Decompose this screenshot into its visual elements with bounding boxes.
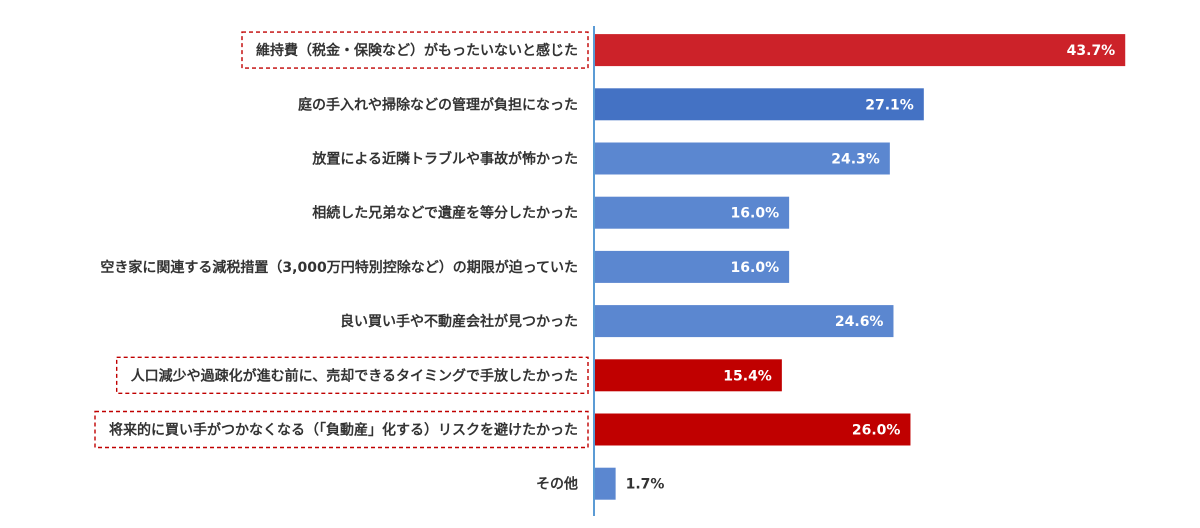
value-label: 24.3% — [831, 152, 880, 168]
value-label: 16.0% — [731, 206, 780, 222]
category-label: 良い買い手や不動産会社が見つかった — [340, 313, 578, 330]
value-label: 43.7% — [1067, 43, 1116, 59]
bar — [595, 413, 911, 446]
category-label: 放置による近隣トラブルや事故が怖かった — [311, 151, 578, 168]
category-label: 人口減少や過疎化が進む前に、売却できるタイミングで手放したかった — [131, 367, 578, 384]
bars — [595, 34, 1126, 500]
value-label: 1.7% — [626, 477, 665, 493]
bar — [595, 359, 782, 392]
bar — [595, 34, 1126, 67]
bar — [595, 196, 790, 229]
category-label: 相続した兄弟などで遺産を等分したかった — [312, 205, 578, 222]
category-label: 将来的に買い手がつかなくなる（「負動産」化する）リスクを避けたかった — [109, 422, 578, 439]
bar — [595, 250, 790, 283]
value-label: 27.1% — [865, 97, 914, 113]
category-label: 庭の手入れや掃除などの管理が負担になった — [298, 96, 578, 113]
value-label: 16.0% — [731, 260, 780, 276]
bar — [595, 88, 924, 121]
highlight-box — [94, 410, 589, 449]
bar — [595, 305, 894, 338]
value-label: 15.4% — [723, 368, 772, 384]
highlight-box — [115, 356, 589, 394]
category-label: 空き家に関連する減税措置（3,000万円特別控除など）の期限が迫っていた — [100, 259, 578, 276]
category-label: 維持費（税金・保険など）がもったいないと感じた — [256, 42, 578, 59]
category-labels: 維持費（税金・保険など）がもったいないと感じた庭の手入れや掃除などの管理が負担に… — [100, 42, 578, 493]
value-labels: 43.7% 27.1% 24.3% 16.0% 16.0% 24.6% 15.4% 26.0%… — [626, 43, 1116, 493]
highlight-box — [241, 31, 589, 69]
bar — [595, 467, 616, 500]
bar — [595, 142, 890, 175]
highlight-boxes — [94, 31, 589, 449]
value-label: 26.0% — [852, 423, 901, 439]
category-label: その他 — [536, 476, 578, 493]
value-label: 24.6% — [835, 314, 884, 330]
